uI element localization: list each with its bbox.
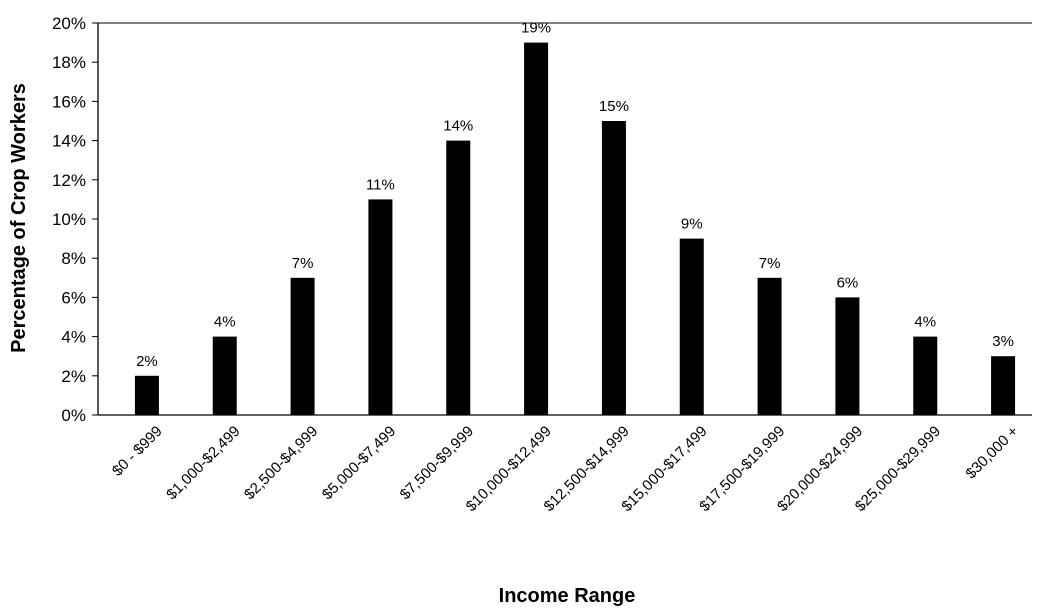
data-label: 6% [837,274,859,291]
bars [134,42,1016,415]
bar [524,42,549,415]
y-tick-label: 8% [61,249,86,268]
x-tick-label: $25,000-$29,999 [852,423,944,515]
data-label: 19% [521,20,551,37]
bar [991,356,1016,415]
y-tick-label: 4% [61,328,86,347]
y-axis-title: Percentage of Crop Workers [8,83,30,353]
data-label: 7% [292,255,314,272]
y-tick-label: 18% [52,53,86,72]
x-tick-label: $30,000 + [962,423,1022,483]
data-label: 4% [214,314,236,331]
x-tick-label: $0 - $999 [109,423,166,480]
data-label: 4% [914,314,936,331]
bar [368,199,393,415]
y-tick-label: 2% [61,367,86,386]
x-tick-label: $5,000-$7,499 [319,423,399,503]
bar [913,336,938,415]
data-label: 3% [992,333,1014,350]
x-axis-ticks: $0 - $999$1,000-$2,499$2,500-$4,999$5,00… [109,423,1022,515]
bar [212,336,237,415]
x-tick-label: $1,000-$2,499 [163,423,243,503]
y-tick-label: 12% [52,171,86,190]
y-tick-label: 0% [61,406,86,425]
bar [757,277,782,415]
x-axis-title: Income Range [499,585,636,607]
y-axis-ticks: 0% 2% 4% 6% 8% 10% 12% 14% 16% 18% 20% [52,14,98,425]
data-label: 11% [366,176,395,193]
bar [290,277,315,415]
data-label: 15% [599,98,629,115]
data-label: 9% [681,216,703,233]
bar [835,297,860,415]
x-tick-label: $7,500-$9,999 [397,423,477,503]
y-tick-label: 14% [52,132,86,151]
y-tick-label: 10% [52,210,86,229]
data-labels: 2% 4% 7% 11% 14% 19% 15% 9% 7% 6% 4% 3% [136,20,1014,370]
y-tick-label: 20% [52,14,86,33]
bar [601,121,626,415]
data-label: 7% [759,255,781,272]
bar [679,238,704,415]
y-tick-label: 16% [52,92,86,111]
data-label: 2% [136,353,158,370]
chart-axes [97,22,1032,416]
bar [134,375,159,415]
x-tick-label: $2,500-$4,999 [241,423,321,503]
y-tick-label: 6% [61,288,86,307]
data-label: 14% [443,118,473,135]
bar [446,140,471,415]
